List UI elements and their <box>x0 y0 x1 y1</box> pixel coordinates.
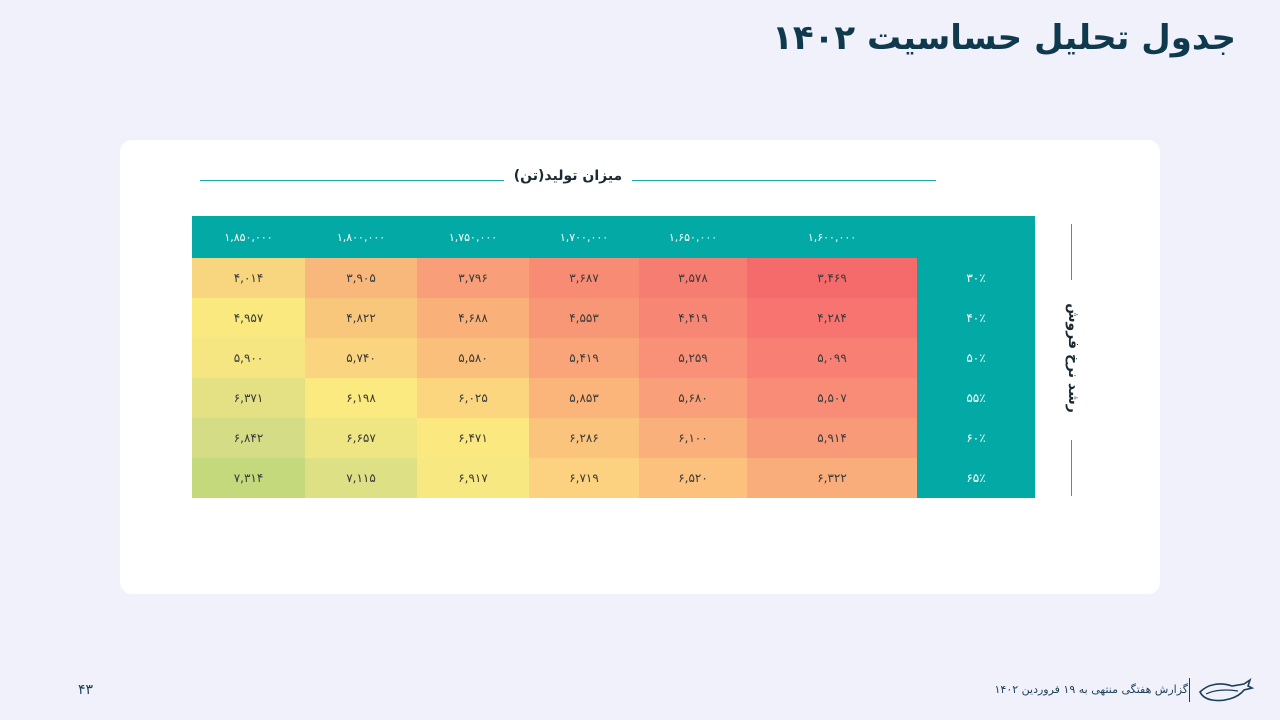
footer-report-text: گزارش هفتگی منتهی به ۱۹ فروردین ۱۴۰۲ <box>994 683 1189 696</box>
table-cell: ۳,۶۸۷ <box>529 258 639 298</box>
table-cell: ۵,۴۱۹ <box>529 338 639 378</box>
table-row: ۷,۳۱۴ ۷,۱۱۵ ۶,۹۱۷ ۶,۷۱۹ ۶,۵۲۰ ۶,۳۲۲ ۶۵٪ <box>192 458 1035 498</box>
row-group-label: رشد نرخ فروش <box>1065 303 1081 413</box>
table-cell: ۳,۵۷۸ <box>639 258 747 298</box>
table-header-row: ۱,۸۵۰,۰۰۰ ۱,۸۰۰,۰۰۰ ۱,۷۵۰,۰۰۰ ۱,۷۰۰,۰۰۰ … <box>192 216 1035 258</box>
table-cell: ۶,۶۵۷ <box>305 418 417 458</box>
page-title: جدول تحلیل حساسیت ۱۴۰۲ <box>772 18 1236 58</box>
page-number: ۴۳ <box>78 682 94 698</box>
table-cell: ۵,۰۹۹ <box>747 338 917 378</box>
table-cell: ۴,۹۵۷ <box>192 298 305 338</box>
row-header: ۵۰٪ <box>917 338 1035 378</box>
table-cell: ۵,۶۸۰ <box>639 378 747 418</box>
table-cell: ۳,۹۰۵ <box>305 258 417 298</box>
table-cell: ۶,۷۱۹ <box>529 458 639 498</box>
column-group-line-right <box>632 180 936 181</box>
column-header: ۱,۸۵۰,۰۰۰ <box>192 216 305 258</box>
table-row: ۶,۸۴۲ ۶,۶۵۷ ۶,۴۷۱ ۶,۲۸۶ ۶,۱۰۰ ۵,۹۱۴ ۶۰٪ <box>192 418 1035 458</box>
corner-cell <box>917 216 1035 258</box>
column-header: ۱,۶۵۰,۰۰۰ <box>639 216 747 258</box>
table-cell: ۴,۴۱۹ <box>639 298 747 338</box>
row-header: ۶۵٪ <box>917 458 1035 498</box>
table-cell: ۳,۴۶۹ <box>747 258 917 298</box>
table-cell: ۵,۵۰۷ <box>747 378 917 418</box>
table-cell: ۳,۷۹۶ <box>417 258 529 298</box>
table-cell: ۶,۴۷۱ <box>417 418 529 458</box>
table-row: ۶,۳۷۱ ۶,۱۹۸ ۶,۰۲۵ ۵,۸۵۳ ۵,۶۸۰ ۵,۵۰۷ ۵۵٪ <box>192 378 1035 418</box>
column-header: ۱,۸۰۰,۰۰۰ <box>305 216 417 258</box>
row-header: ۴۰٪ <box>917 298 1035 338</box>
row-group-line-bottom <box>1071 440 1072 496</box>
table-cell: ۶,۳۲۲ <box>747 458 917 498</box>
table-cell: ۵,۵۸۰ <box>417 338 529 378</box>
table-cell: ۶,۳۷۱ <box>192 378 305 418</box>
table-cell: ۵,۷۴۰ <box>305 338 417 378</box>
table-cell: ۶,۸۴۲ <box>192 418 305 458</box>
row-header: ۵۵٪ <box>917 378 1035 418</box>
table-cell: ۴,۵۵۳ <box>529 298 639 338</box>
table-cell: ۵,۹۰۰ <box>192 338 305 378</box>
table-row: ۵,۹۰۰ ۵,۷۴۰ ۵,۵۸۰ ۵,۴۱۹ ۵,۲۵۹ ۵,۰۹۹ ۵۰٪ <box>192 338 1035 378</box>
column-group-label: میزان تولید(تن) <box>513 168 623 184</box>
table-cell: ۷,۱۱۵ <box>305 458 417 498</box>
table-cell: ۵,۹۱۴ <box>747 418 917 458</box>
table-cell: ۵,۲۵۹ <box>639 338 747 378</box>
table-cell: ۵,۸۵۳ <box>529 378 639 418</box>
sensitivity-table: ۱,۸۵۰,۰۰۰ ۱,۸۰۰,۰۰۰ ۱,۷۵۰,۰۰۰ ۱,۷۰۰,۰۰۰ … <box>192 216 1035 498</box>
table-cell: ۴,۰۱۴ <box>192 258 305 298</box>
footer-divider <box>1189 678 1190 702</box>
column-header: ۱,۶۰۰,۰۰۰ <box>747 216 917 258</box>
row-header: ۳۰٪ <box>917 258 1035 298</box>
column-group-line-left <box>200 180 504 181</box>
table-cell: ۶,۹۱۷ <box>417 458 529 498</box>
table-row: ۴,۹۵۷ ۴,۸۲۲ ۴,۶۸۸ ۴,۵۵۳ ۴,۴۱۹ ۴,۲۸۴ ۴۰٪ <box>192 298 1035 338</box>
table-cell: ۶,۱۹۸ <box>305 378 417 418</box>
table-row: ۴,۰۱۴ ۳,۹۰۵ ۳,۷۹۶ ۳,۶۸۷ ۳,۵۷۸ ۳,۴۶۹ ۳۰٪ <box>192 258 1035 298</box>
table-cell: ۴,۲۸۴ <box>747 298 917 338</box>
table-cell: ۶,۱۰۰ <box>639 418 747 458</box>
table-cell: ۶,۲۸۶ <box>529 418 639 458</box>
table-cell: ۴,۶۸۸ <box>417 298 529 338</box>
table-cell: ۶,۵۲۰ <box>639 458 747 498</box>
table-cell: ۴,۸۲۲ <box>305 298 417 338</box>
row-group-line-top <box>1071 224 1072 280</box>
table-cell: ۶,۰۲۵ <box>417 378 529 418</box>
column-header: ۱,۷۵۰,۰۰۰ <box>417 216 529 258</box>
row-header: ۶۰٪ <box>917 418 1035 458</box>
table-cell: ۷,۳۱۴ <box>192 458 305 498</box>
column-header: ۱,۷۰۰,۰۰۰ <box>529 216 639 258</box>
brand-logo-icon <box>1199 678 1254 702</box>
sensitivity-card: میزان تولید(تن) رشد نرخ فروش ۱,۸۵۰,۰۰۰ ۱… <box>120 140 1160 594</box>
